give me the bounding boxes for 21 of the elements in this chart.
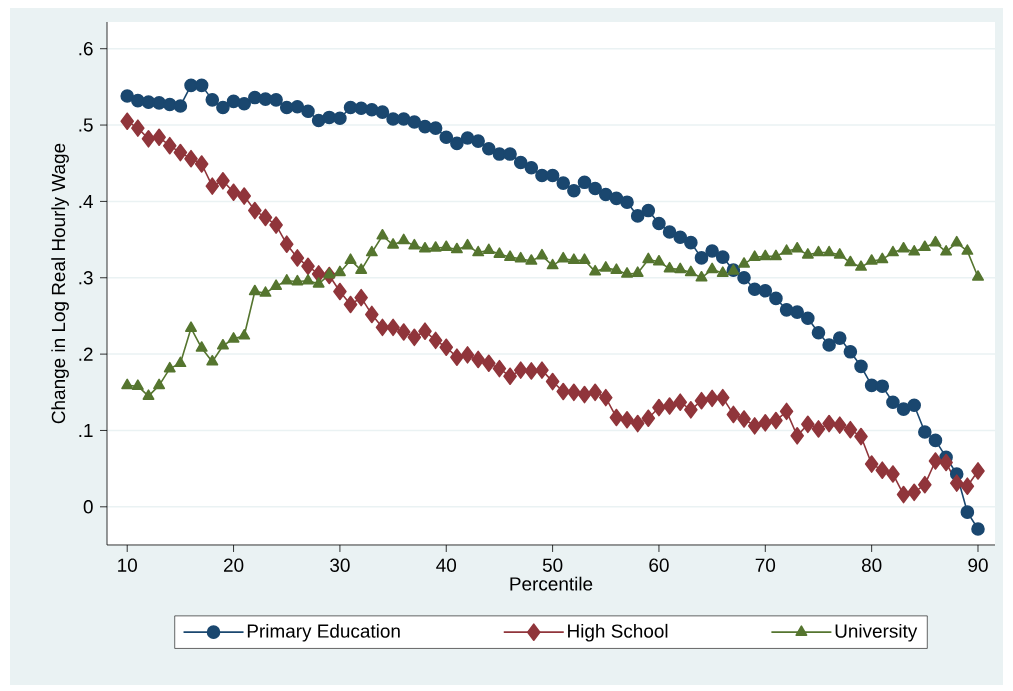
x-tick-label: 40 [436, 558, 457, 572]
x-tick-label: 50 [542, 558, 563, 572]
y-tick-label: .6 [79, 42, 93, 56]
y-tick-label: .4 [79, 194, 93, 208]
x-tick-label: 30 [330, 558, 350, 572]
x-tick-label: 80 [861, 558, 882, 572]
legend-label: Primary Education [247, 623, 400, 642]
y-tick-label: .5 [79, 118, 93, 132]
y-tick-label: 0 [83, 500, 93, 514]
x-tick-label: 20 [223, 558, 244, 572]
y-tick-label: .2 [79, 347, 93, 361]
legend-label: University [835, 623, 918, 642]
y-tick-label: .3 [79, 271, 93, 285]
x-tick-label: 60 [649, 558, 669, 572]
x-tick-label: 70 [755, 558, 776, 572]
x-axis-title: Percentile [510, 576, 593, 591]
y-tick-label: .1 [79, 423, 93, 437]
x-tick-label: 10 [118, 558, 137, 572]
legend-label: High School [568, 623, 668, 642]
y-axis-title: Change in Log Real Hourly Wage [51, 143, 69, 424]
x-tick-label: 90 [968, 558, 988, 572]
